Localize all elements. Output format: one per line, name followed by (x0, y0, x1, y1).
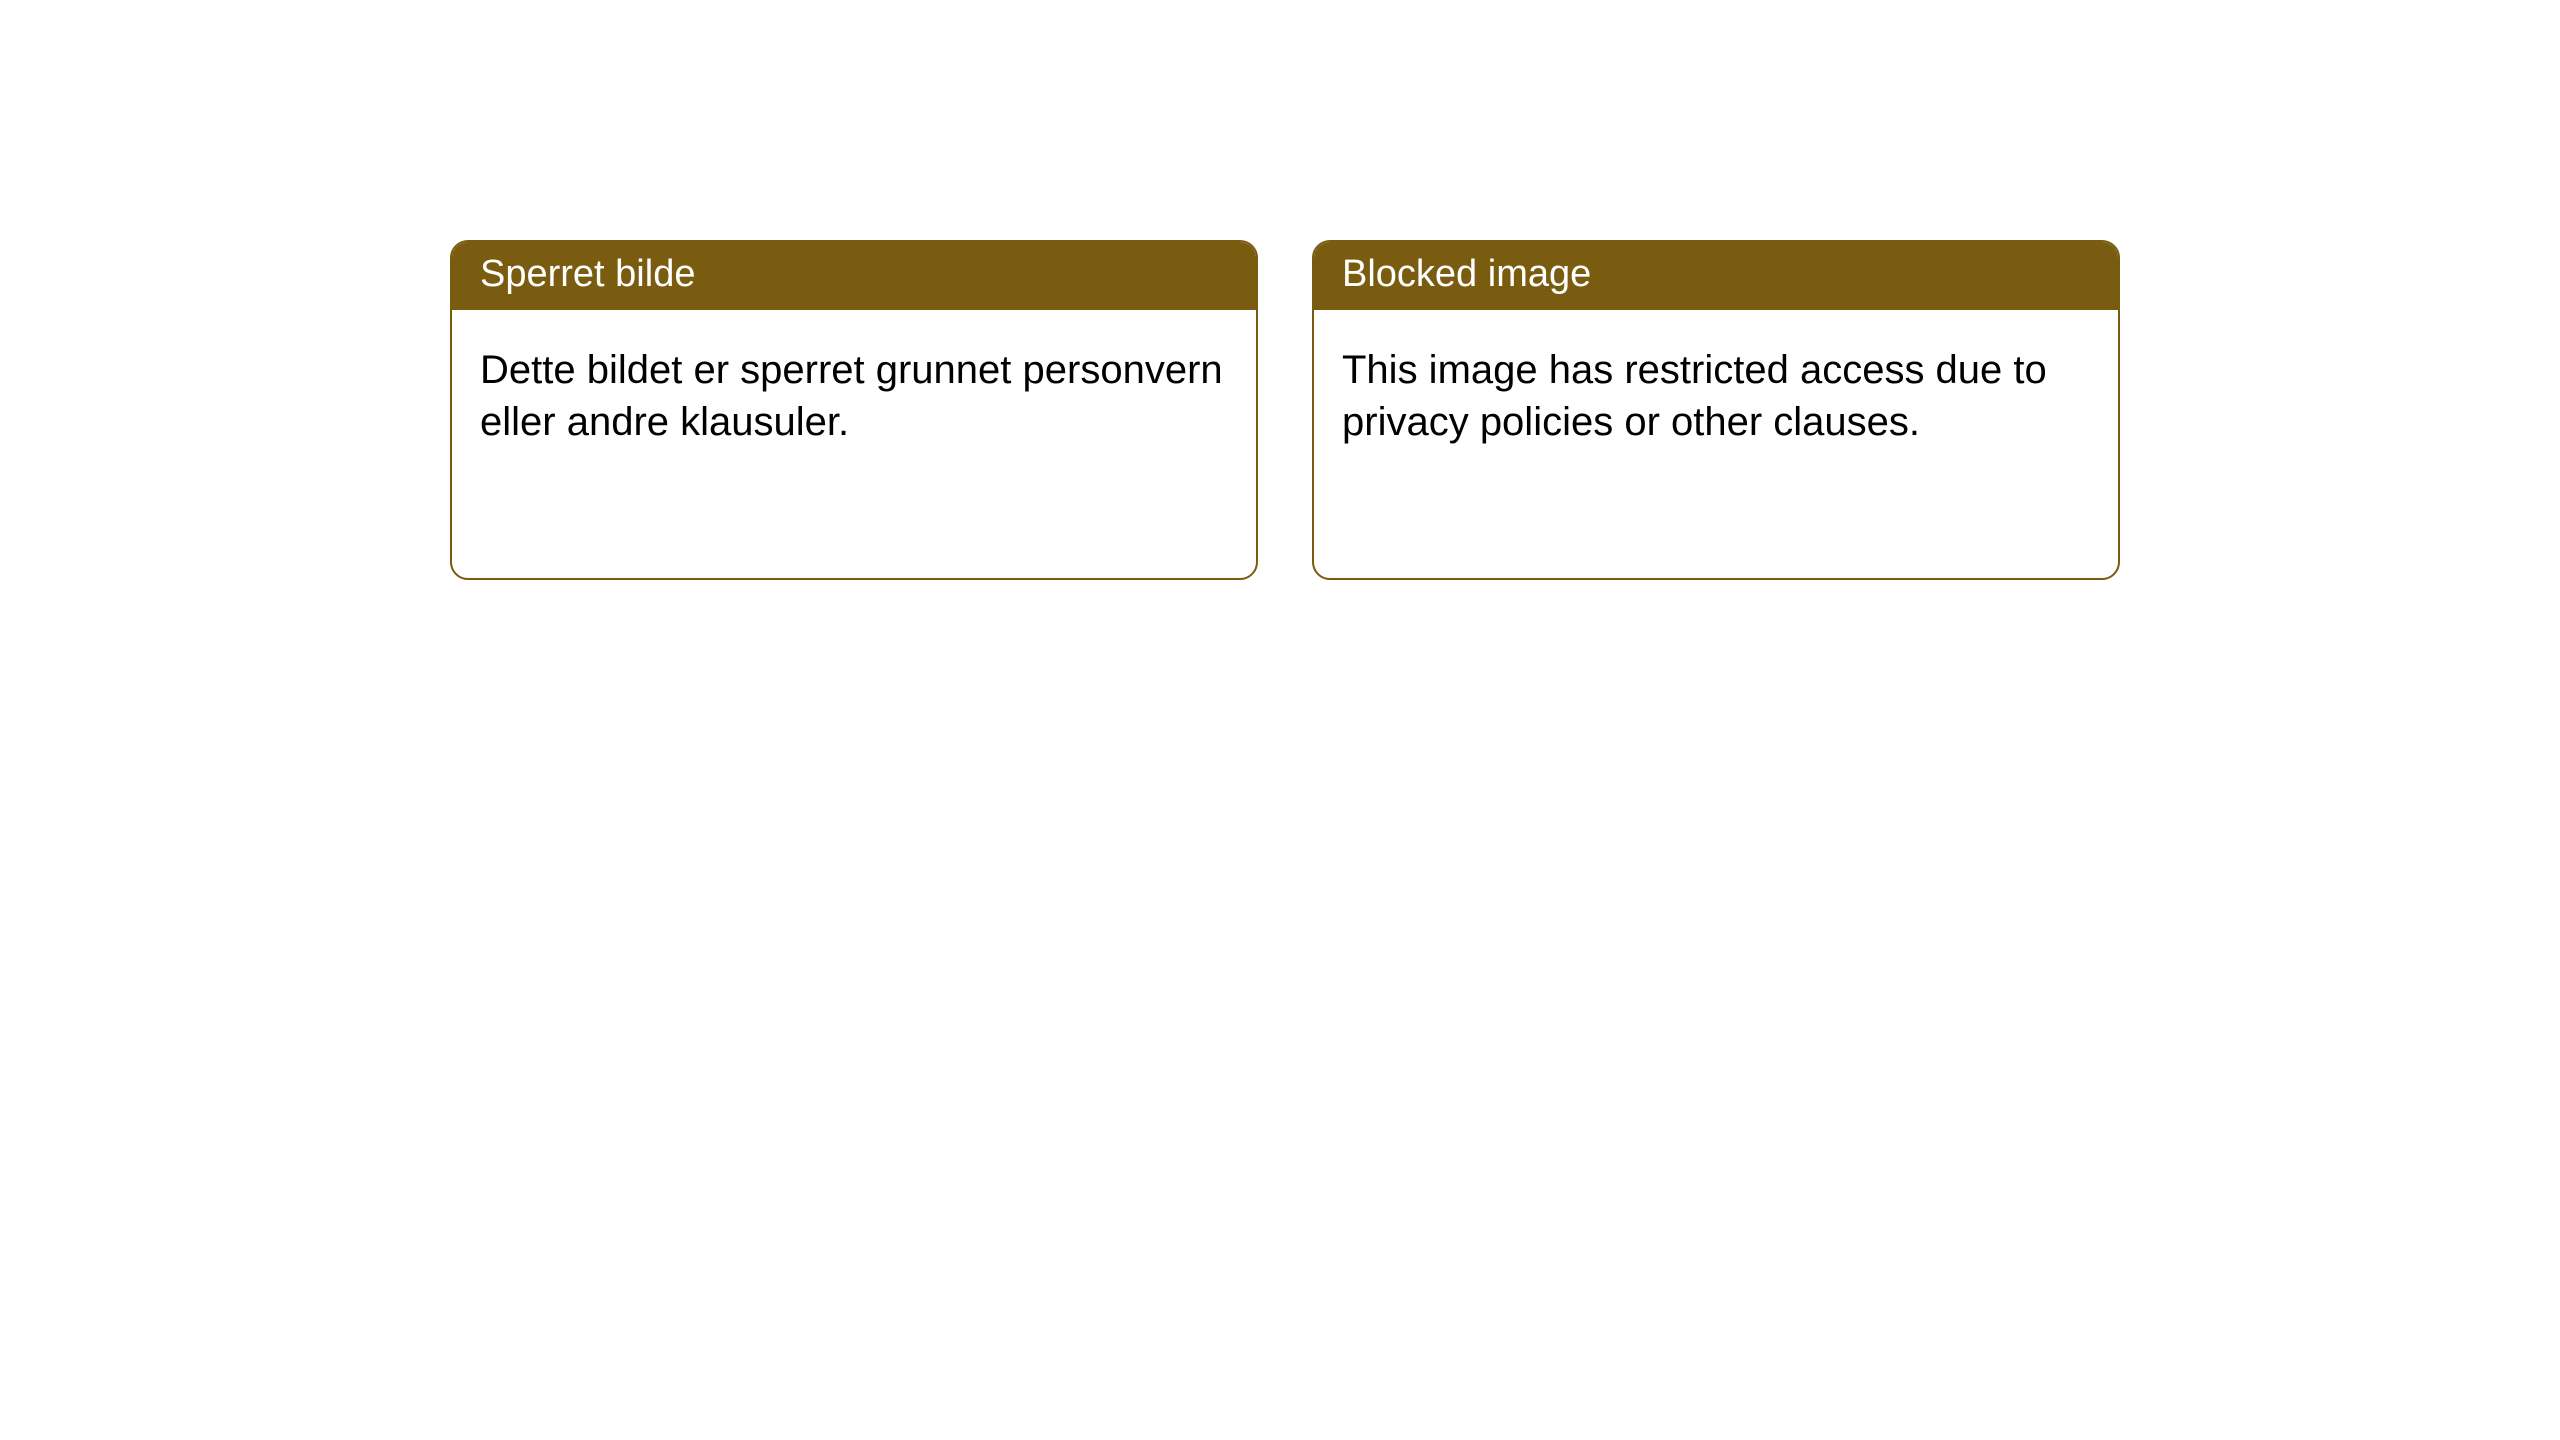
notice-card-body: This image has restricted access due to … (1314, 310, 2118, 578)
notice-card-en: Blocked image This image has restricted … (1312, 240, 2120, 580)
notice-card-no: Sperret bilde Dette bildet er sperret gr… (450, 240, 1258, 580)
notice-cards-container: Sperret bilde Dette bildet er sperret gr… (0, 0, 2560, 580)
notice-card-title: Blocked image (1314, 242, 2118, 310)
notice-card-title: Sperret bilde (452, 242, 1256, 310)
notice-card-body: Dette bildet er sperret grunnet personve… (452, 310, 1256, 578)
